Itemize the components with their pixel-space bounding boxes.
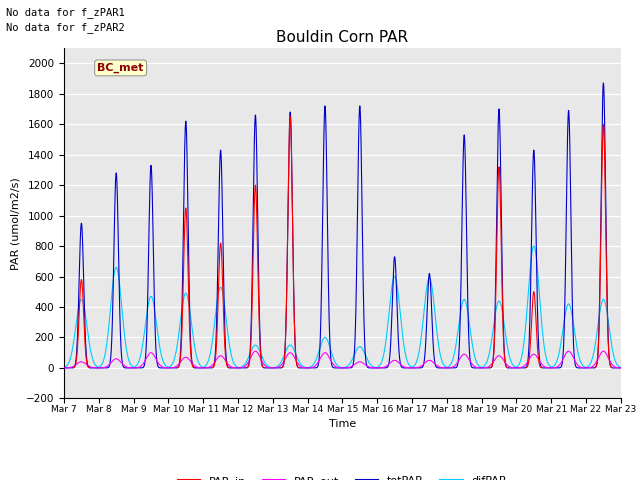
Text: BC_met: BC_met [97, 63, 144, 73]
Legend: PAR_in, PAR_out, totPAR, difPAR: PAR_in, PAR_out, totPAR, difPAR [173, 471, 511, 480]
Title: Bouldin Corn PAR: Bouldin Corn PAR [276, 30, 408, 46]
Text: No data for f_zPAR1: No data for f_zPAR1 [6, 7, 125, 18]
X-axis label: Time: Time [329, 419, 356, 429]
Y-axis label: PAR (umol/m2/s): PAR (umol/m2/s) [10, 177, 20, 270]
Text: No data for f_zPAR2: No data for f_zPAR2 [6, 22, 125, 33]
